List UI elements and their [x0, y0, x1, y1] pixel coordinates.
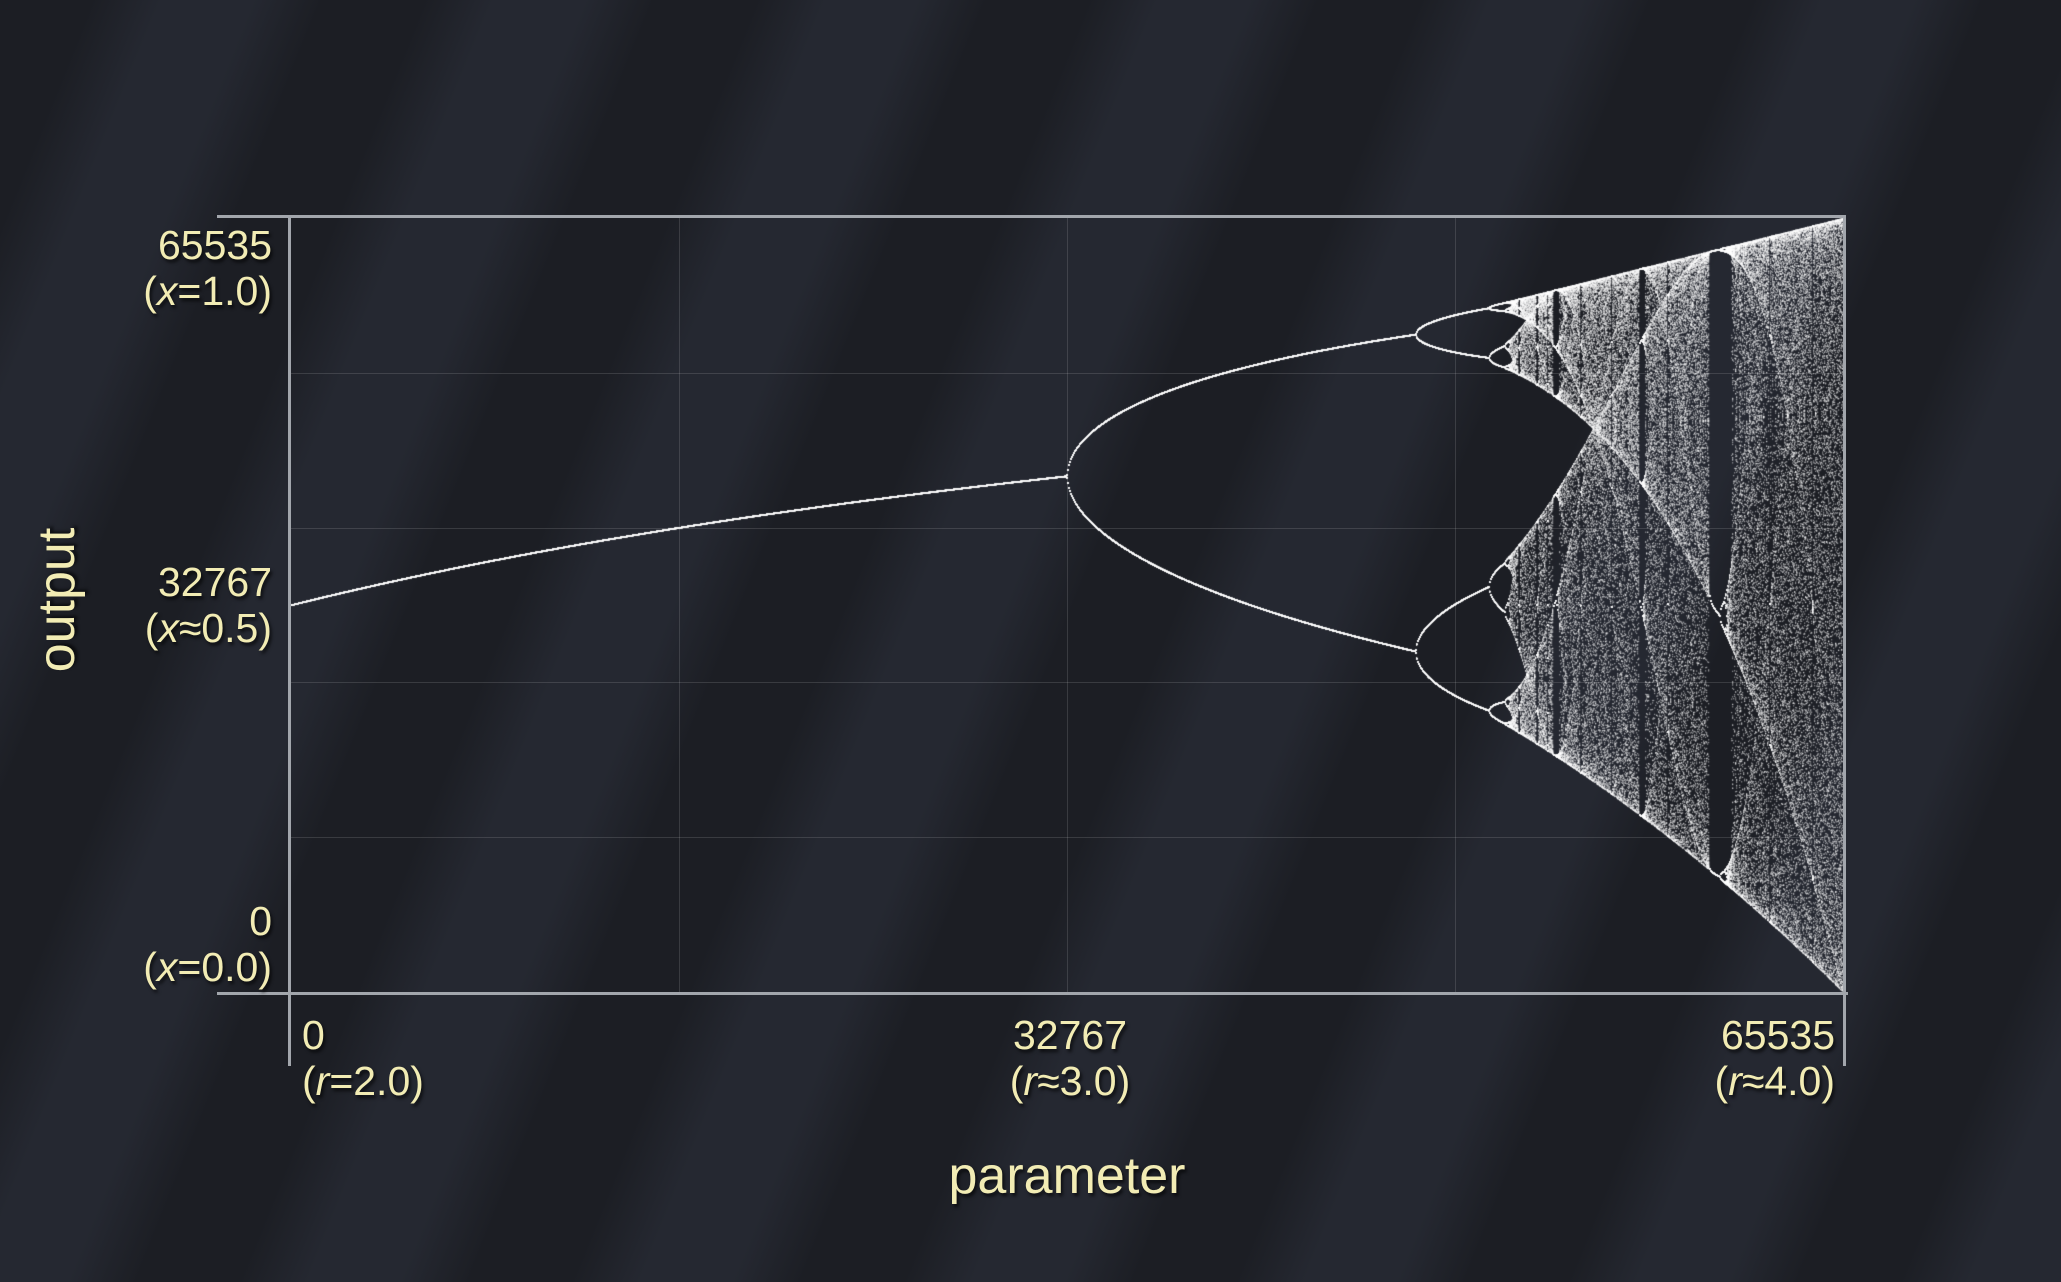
horizontal-gridline	[291, 837, 1843, 838]
y-axis-title: output	[27, 528, 87, 673]
x-tick-32767: 32767 (r≈3.0)	[870, 1012, 1270, 1104]
bifurcation-figure: 65535 (x=1.0) 32767 (x≈0.5) 0 (x=0.0) 0 …	[0, 0, 2061, 1282]
y-tick-65535: 65535 (x=1.0)	[0, 222, 272, 314]
y-tick-value: 0	[0, 898, 272, 944]
x-tick-value: 65535	[1435, 1012, 1835, 1058]
x-axis-title: parameter	[767, 1146, 1367, 1206]
horizontal-gridline	[291, 682, 1843, 683]
vertical-gridline	[1067, 218, 1068, 992]
x-tick-note: (r≈3.0)	[870, 1058, 1270, 1104]
axis-right-line	[1843, 215, 1846, 1066]
x-tick-0: 0 (r=2.0)	[302, 1012, 424, 1104]
axis-bottom-line	[217, 992, 1848, 995]
y-tick-note: (x=0.0)	[0, 944, 272, 990]
screenshot-root: { "chart_data": { "type": "scatter", "su…	[0, 0, 2061, 1282]
x-tick-65535: 65535 (r≈4.0)	[1435, 1012, 1835, 1104]
plot-area	[291, 218, 1843, 992]
x-tick-note: (r≈4.0)	[1435, 1058, 1835, 1104]
horizontal-gridline	[291, 373, 1843, 374]
horizontal-gridline	[291, 528, 1843, 529]
y-tick-note: (x=1.0)	[0, 268, 272, 314]
y-tick-value: 65535	[0, 222, 272, 268]
x-tick-value: 0	[302, 1012, 424, 1058]
x-tick-value: 32767	[870, 1012, 1270, 1058]
vertical-gridline	[679, 218, 680, 992]
y-tick-0: 0 (x=0.0)	[0, 898, 272, 990]
x-tick-note: (r=2.0)	[302, 1058, 424, 1104]
vertical-gridline	[1455, 218, 1456, 992]
